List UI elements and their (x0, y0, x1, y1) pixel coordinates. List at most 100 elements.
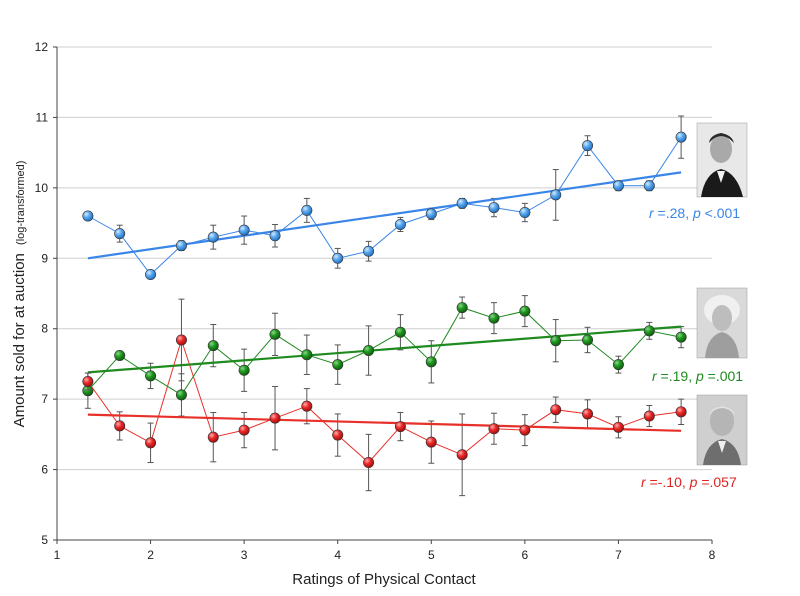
x-axis-label: Ratings of Physical Contact (292, 571, 476, 588)
data-point-madoff-2 (145, 437, 157, 449)
data-point-jfk-10 (394, 218, 406, 230)
annotation-marilyn-r-value: =.19, (657, 368, 696, 384)
trend-line-marilyn (87, 325, 682, 374)
data-point-madoff-11 (425, 436, 437, 448)
data-point-jfk-1 (114, 228, 126, 240)
gridlines (57, 46, 712, 471)
data-point-marilyn-2 (145, 370, 157, 382)
y-axis-label-suffix: (log-transformed) (15, 161, 27, 245)
portrait-marilyn (696, 287, 748, 359)
data-point-madoff-6 (269, 412, 281, 424)
data-point-madoff-4 (207, 431, 219, 443)
data-point-madoff-15 (550, 404, 562, 416)
annotation-jfk-r-label: r (649, 205, 655, 221)
x-tick-label-8: 8 (709, 548, 716, 562)
data-point-madoff-8 (332, 429, 344, 441)
data-point-marilyn-12 (456, 302, 468, 314)
data-point-marilyn-19 (675, 331, 687, 343)
annotation-marilyn-p-value: =.001 (704, 368, 744, 384)
x-tick-label-5: 5 (428, 548, 435, 562)
data-point-marilyn-7 (301, 349, 313, 361)
annotation-marilyn: r =.19, p =.001 (652, 368, 743, 384)
series-marilyn (82, 295, 687, 417)
data-point-marilyn-8 (332, 359, 344, 371)
data-point-marilyn-3 (175, 389, 187, 401)
series-jfk (82, 115, 687, 280)
annotation-madoff-r-value: =-.10, (646, 474, 690, 490)
data-point-jfk-4 (207, 231, 219, 243)
data-point-madoff-9 (363, 457, 375, 469)
y-tick-label-5: 5 (41, 533, 48, 547)
y-tick-label-9: 9 (41, 251, 48, 265)
data-point-madoff-3 (175, 334, 187, 346)
data-point-marilyn-17 (612, 359, 624, 371)
data-point-jfk-2 (145, 268, 157, 280)
data-point-madoff-18 (643, 410, 655, 422)
portrait-jfk (696, 122, 748, 198)
data-point-jfk-6 (269, 230, 281, 242)
data-point-marilyn-15 (550, 335, 562, 347)
annotation-jfk-p-label: p (692, 205, 701, 221)
portrait-madoff (696, 394, 748, 466)
x-tick-labels: 1 2 3 4 5 6 7 8 (54, 540, 716, 562)
data-point-marilyn-6 (269, 328, 281, 340)
y-tick-label-6: 6 (41, 463, 48, 477)
annotation-marilyn-p-label: p (695, 368, 704, 384)
x-tick-label-1: 1 (54, 548, 61, 562)
data-point-jfk-14 (519, 207, 531, 219)
data-point-jfk-16 (582, 140, 594, 152)
data-point-jfk-7 (301, 204, 313, 216)
data-point-jfk-13 (488, 202, 500, 214)
data-point-marilyn-14 (519, 305, 531, 317)
x-tick-label-7: 7 (615, 548, 622, 562)
y-tick-label-12: 12 (35, 40, 49, 54)
annotation-jfk-p-value: <.001 (701, 205, 741, 221)
data-point-marilyn-11 (425, 356, 437, 368)
axes (56, 47, 712, 541)
y-tick-label-10: 10 (35, 181, 49, 195)
series-line-jfk (87, 136, 682, 276)
x-tick-label-3: 3 (241, 548, 248, 562)
data-point-madoff-16 (582, 408, 594, 420)
annotation-madoff: r =-.10, p =.057 (641, 474, 737, 490)
y-tick-label-7: 7 (41, 392, 48, 406)
data-point-madoff-14 (519, 424, 531, 436)
data-point-jfk-8 (332, 252, 344, 264)
data-point-jfk-19 (675, 131, 687, 143)
y-axis-label: Amount sold for at auction (log-transfor… (11, 161, 28, 428)
data-point-marilyn-10 (394, 326, 406, 338)
data-point-marilyn-9 (363, 345, 375, 357)
data-point-marilyn-1 (114, 349, 126, 361)
annotation-madoff-r-label: r (641, 474, 647, 490)
x-tick-label-2: 2 (147, 548, 154, 562)
data-point-jfk-15 (550, 189, 562, 201)
annotation-jfk: r =.28, p <.001 (649, 205, 740, 221)
series-line-madoff (87, 338, 682, 464)
series-line-marilyn (87, 306, 682, 396)
annotation-jfk-r-value: =.28, (654, 205, 693, 221)
data-point-madoff-1 (114, 420, 126, 432)
data-point-madoff-0 (82, 376, 94, 388)
data-point-marilyn-13 (488, 312, 500, 324)
data-point-jfk-5 (238, 224, 250, 236)
data-point-jfk-3 (175, 240, 187, 252)
trend-line-madoff (87, 413, 682, 432)
annotation-madoff-p-label: p (689, 474, 698, 490)
data-point-madoff-12 (456, 449, 468, 461)
annotation-madoff-p-value: =.057 (697, 474, 737, 490)
data-point-madoff-5 (238, 424, 250, 436)
data-point-jfk-11 (425, 208, 437, 220)
y-axis-label-main: Amount sold for at auction (11, 253, 28, 427)
data-point-marilyn-5 (238, 364, 250, 376)
data-point-madoff-7 (301, 400, 313, 412)
data-point-madoff-13 (488, 423, 500, 435)
data-point-madoff-10 (394, 421, 406, 433)
data-point-madoff-19 (675, 406, 687, 418)
data-point-madoff-17 (612, 421, 624, 433)
x-tick-label-4: 4 (334, 548, 341, 562)
data-point-marilyn-18 (643, 325, 655, 337)
series-layer (82, 115, 687, 497)
data-point-jfk-0 (82, 210, 94, 222)
annotation-marilyn-r-label: r (652, 368, 658, 384)
